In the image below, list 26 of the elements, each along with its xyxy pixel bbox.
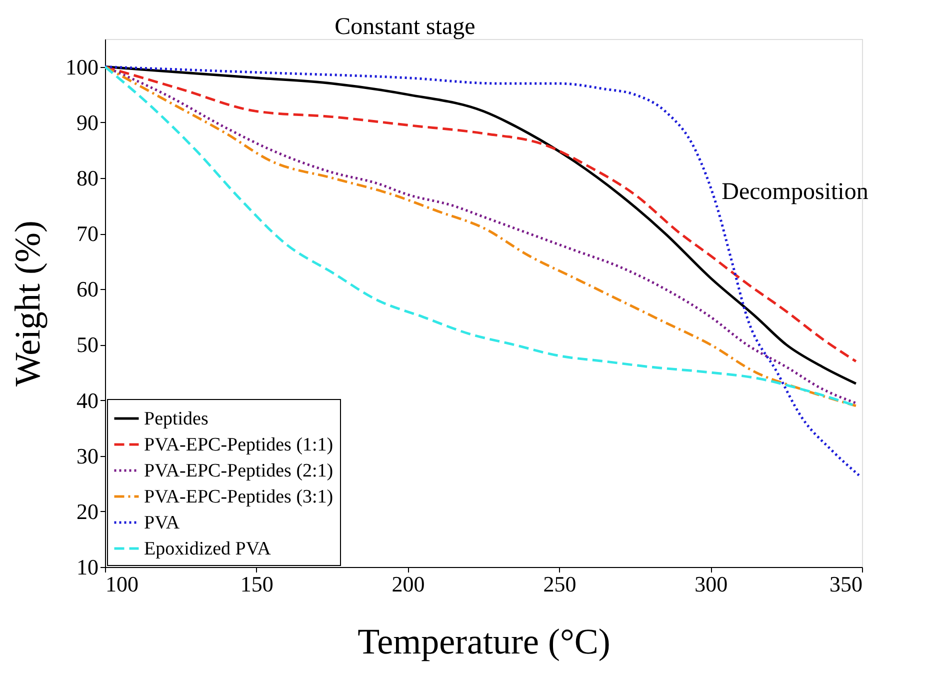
y-tick-label: 30 <box>76 443 98 468</box>
x-axis-title: Temperature (°C) <box>358 622 610 662</box>
x-tick-label: 200 <box>392 572 425 596</box>
legend-label: PVA-EPC-Peptides (3:1) <box>144 486 334 508</box>
x-tick-label: 350 <box>830 572 862 596</box>
legend-label: PVA-EPC-Peptides (2:1) <box>144 460 334 482</box>
y-tick-label: 20 <box>76 498 98 524</box>
y-tick-label: 70 <box>76 221 98 246</box>
y-tick-label: 10 <box>76 554 98 580</box>
y-tick-label: 90 <box>76 110 98 135</box>
y-tick-label: 100 <box>66 54 98 80</box>
legend-label: Epoxidized PVA <box>144 538 272 560</box>
y-tick-label: 40 <box>76 388 98 413</box>
y-tick-label: 60 <box>76 276 98 302</box>
legend-label: PVA-EPC-Peptides (1:1) <box>144 434 334 456</box>
y-tick-label: 80 <box>76 165 98 190</box>
annotation: Decomposition <box>722 179 868 205</box>
legend-label: Peptides <box>144 408 208 430</box>
x-tick-label: 100 <box>106 572 138 596</box>
x-tick-label: 250 <box>543 572 576 596</box>
y-axis-title: Weight (%) <box>8 220 48 387</box>
annotation: Constant stage <box>334 14 476 40</box>
x-tick-label: 300 <box>694 572 728 596</box>
legend-label: PVA <box>144 512 180 534</box>
y-tick-label: 50 <box>76 332 98 358</box>
x-tick-label: 150 <box>240 572 274 596</box>
